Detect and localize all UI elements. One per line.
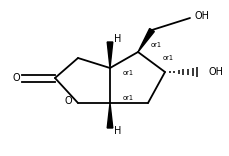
Polygon shape — [107, 42, 112, 68]
Text: or1: or1 — [122, 95, 133, 101]
Text: O: O — [64, 96, 71, 106]
Text: H: H — [114, 126, 121, 136]
Polygon shape — [137, 29, 154, 52]
Text: O: O — [12, 73, 20, 83]
Text: or1: or1 — [162, 55, 173, 61]
Text: or1: or1 — [122, 70, 133, 76]
Text: or1: or1 — [150, 42, 161, 48]
Text: OH: OH — [194, 11, 209, 21]
Polygon shape — [107, 103, 112, 128]
Text: H: H — [114, 34, 121, 44]
Text: OH: OH — [208, 67, 223, 77]
